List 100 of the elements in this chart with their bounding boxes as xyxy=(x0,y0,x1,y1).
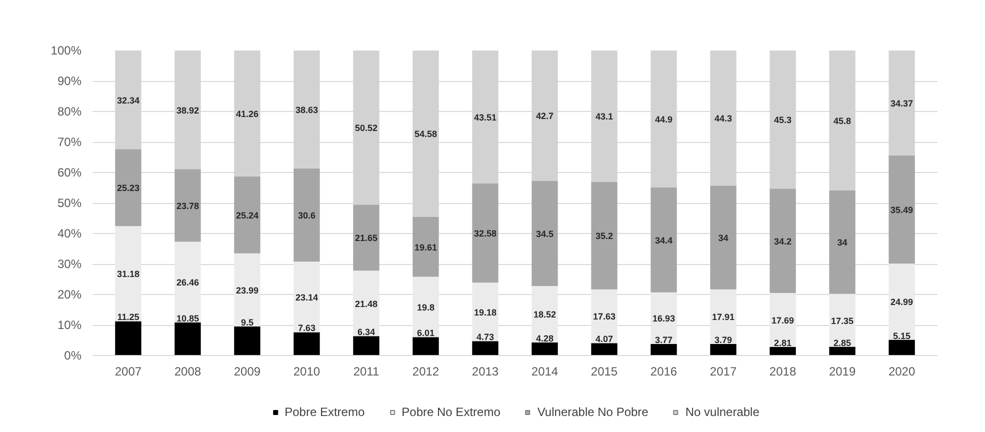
bar xyxy=(650,292,677,344)
y-tick-label: 40% xyxy=(57,226,82,240)
bar xyxy=(294,262,320,332)
data-label: 17.35 xyxy=(831,316,854,326)
data-label: 23.78 xyxy=(176,200,199,211)
data-label: 17.69 xyxy=(772,315,794,326)
bar xyxy=(888,340,915,356)
data-label: 34.2 xyxy=(774,236,792,246)
bar xyxy=(115,149,142,226)
data-label: 2.81 xyxy=(774,338,792,348)
data-label: 34.37 xyxy=(890,98,914,108)
data-label: 32.34 xyxy=(116,95,140,106)
bar xyxy=(174,242,201,322)
data-label: 6.34 xyxy=(357,327,376,338)
bar xyxy=(412,216,439,277)
data-label: 32.58 xyxy=(474,228,497,238)
data-label: 50.52 xyxy=(354,123,378,134)
data-label: 23.14 xyxy=(295,292,318,302)
bar xyxy=(770,292,796,347)
data-label: 34.4 xyxy=(655,235,673,246)
bar xyxy=(829,346,856,356)
legend-label: Pobre No Extremo xyxy=(402,405,500,419)
x-tick-label: 2009 xyxy=(234,364,261,378)
x-tick-label: 2011 xyxy=(353,364,380,378)
bar xyxy=(294,168,320,262)
bar xyxy=(591,343,618,356)
y-tick-label: 80% xyxy=(57,104,82,118)
y-tick-label: 0% xyxy=(64,348,82,362)
data-label: 41.26 xyxy=(236,108,258,119)
data-label: 21.65 xyxy=(354,233,378,244)
data-label: 23.99 xyxy=(236,285,258,296)
data-label: 17.91 xyxy=(712,312,735,322)
bar xyxy=(829,190,856,294)
x-tick-label: 2018 xyxy=(769,364,796,378)
x-tick-label: 2017 xyxy=(710,364,737,378)
bar xyxy=(294,332,320,356)
data-label: 17.63 xyxy=(593,312,616,322)
data-label: 2.85 xyxy=(834,338,852,348)
data-label: 34 xyxy=(718,232,728,243)
bar xyxy=(234,326,260,356)
y-tick-label: 90% xyxy=(57,74,82,88)
bar xyxy=(532,342,558,356)
bar xyxy=(710,186,736,290)
data-label: 30.6 xyxy=(298,210,316,220)
bar xyxy=(829,294,856,347)
bar xyxy=(710,289,736,344)
x-tick-label: 2013 xyxy=(472,364,499,378)
data-label: 7.63 xyxy=(298,323,316,334)
data-label: 38.63 xyxy=(295,104,318,115)
bar xyxy=(532,180,558,286)
data-label: 9.5 xyxy=(240,318,254,328)
data-label: 6.01 xyxy=(416,328,435,338)
legend-label: No vulnerable xyxy=(685,405,760,419)
bar xyxy=(591,182,618,290)
data-label: 42.7 xyxy=(536,111,554,122)
x-tick-label: 2016 xyxy=(650,364,678,378)
data-label: 44.9 xyxy=(655,114,673,124)
data-label: 43.51 xyxy=(474,112,497,122)
y-tick-label: 100% xyxy=(50,44,82,58)
x-tick-label: 2007 xyxy=(114,364,142,378)
bar xyxy=(770,346,796,356)
bar xyxy=(591,289,618,344)
data-label: 3.77 xyxy=(655,335,673,345)
bar xyxy=(115,226,142,322)
data-label: 4.73 xyxy=(476,332,494,342)
x-tick-label: 2012 xyxy=(412,364,440,378)
x-tick-label: 2020 xyxy=(888,364,916,378)
bar xyxy=(650,344,677,356)
data-label: 18.52 xyxy=(533,310,556,320)
x-tick-label: 2019 xyxy=(828,364,856,378)
data-label: 4.28 xyxy=(536,333,554,344)
x-tick-label: 2015 xyxy=(590,364,618,378)
data-label: 43.1 xyxy=(596,112,614,122)
bar xyxy=(472,183,498,283)
y-tick-label: 10% xyxy=(57,318,82,332)
data-label: 16.93 xyxy=(652,314,676,324)
data-label: 34.5 xyxy=(536,228,554,239)
bar xyxy=(353,270,380,336)
bar xyxy=(710,344,736,356)
data-label: 38.92 xyxy=(176,105,199,116)
data-label: 45.3 xyxy=(774,115,792,126)
bar xyxy=(412,276,439,338)
y-tick-label: 30% xyxy=(57,257,82,271)
bar xyxy=(532,286,558,342)
data-label: 5.15 xyxy=(893,330,911,341)
data-label: 34 xyxy=(837,238,848,248)
data-label: 4.07 xyxy=(596,334,614,344)
data-label: 54.58 xyxy=(414,129,438,140)
bar xyxy=(174,322,201,356)
data-label: 25.23 xyxy=(116,183,140,194)
data-label: 24.99 xyxy=(890,297,914,308)
data-label: 35.2 xyxy=(596,231,614,242)
bar xyxy=(888,155,915,264)
data-label: 19.18 xyxy=(474,307,497,318)
bar xyxy=(353,336,380,356)
data-label: 45.8 xyxy=(834,116,852,126)
legend-label: Vulnerable No Pobre xyxy=(537,405,648,419)
data-label: 3.79 xyxy=(714,334,732,345)
data-label: 19.8 xyxy=(416,302,435,312)
legend-label: Pobre Extremo xyxy=(284,405,365,419)
